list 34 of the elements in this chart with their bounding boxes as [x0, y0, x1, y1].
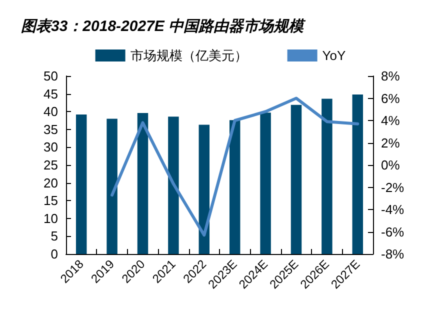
- bar: [168, 116, 179, 254]
- y2-tick-label: -2%: [381, 180, 405, 195]
- y2-tick-label: 6%: [381, 90, 400, 106]
- bar: [198, 124, 210, 254]
- y2-tick-label: -6%: [381, 224, 405, 240]
- bar: [106, 118, 118, 254]
- legend-label: YoY: [322, 48, 346, 63]
- y-tick-label: 50: [44, 68, 58, 84]
- bar: [352, 94, 364, 254]
- y-tick-label: 30: [44, 140, 58, 155]
- y-tick-label: 15: [44, 193, 58, 208]
- y2-tick-label: 8%: [381, 68, 400, 84]
- line-series: [110, 96, 360, 237]
- bar: [137, 113, 148, 254]
- y-tick-label: 20: [44, 175, 58, 190]
- bar: [76, 114, 87, 254]
- legend-label: 市场规模（亿美元）: [130, 48, 248, 63]
- chart-title: 图表33：2018-2027E 中国路由器市场规模: [21, 17, 307, 35]
- bar: [322, 98, 332, 254]
- y-tick-label: 0: [50, 246, 58, 262]
- y-tick-label: 10: [44, 210, 58, 226]
- y2-tick-label: 2%: [381, 135, 400, 150]
- bar: [229, 120, 240, 254]
- y-tick-label: 5: [50, 228, 58, 244]
- y-tick-label: 35: [44, 122, 58, 137]
- y2-tick-label: 4%: [381, 113, 400, 128]
- y-tick-label: 40: [44, 104, 58, 120]
- y2-tick-label: 0%: [381, 158, 400, 172]
- y2-tick-label: -4%: [381, 202, 405, 217]
- y2-tick-label: -8%: [381, 246, 405, 262]
- y-tick-label: 45: [44, 86, 58, 102]
- bar: [290, 104, 302, 254]
- bar: [260, 112, 271, 254]
- y-tick-label: 25: [44, 158, 58, 172]
